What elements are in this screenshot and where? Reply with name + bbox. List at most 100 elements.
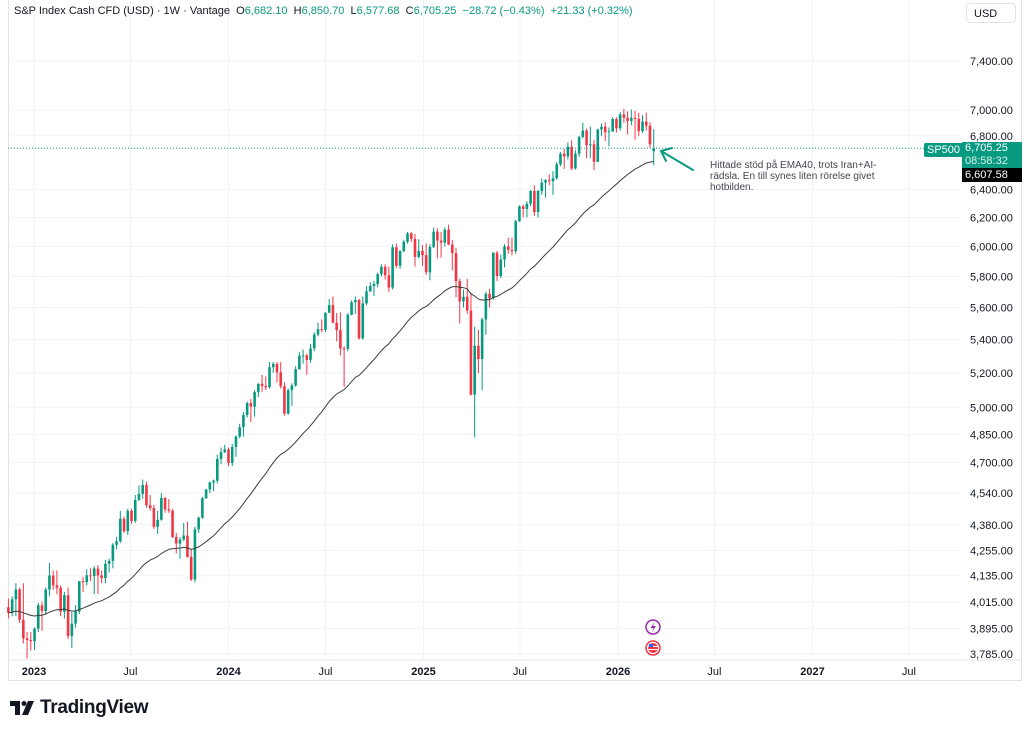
candle-body	[7, 607, 10, 613]
candle-body	[566, 146, 570, 157]
candle	[130, 508, 133, 524]
candle	[174, 532, 178, 554]
candle-body	[339, 330, 342, 349]
candle	[271, 362, 275, 374]
candle	[380, 264, 383, 277]
tradingview-logo[interactable]: TradingView	[10, 697, 149, 719]
candle-body	[33, 628, 36, 642]
candle-body	[167, 509, 171, 511]
candle-body	[589, 144, 592, 146]
event-us-flag-icon[interactable]	[645, 640, 661, 656]
time-tick-label: Jul	[902, 666, 916, 678]
candle-body	[137, 493, 141, 500]
candle	[145, 481, 148, 508]
candle-body	[376, 274, 379, 284]
candle	[525, 201, 529, 218]
last-price-tag: 6,705.25	[962, 142, 1022, 155]
event-lightning-icon[interactable]	[645, 619, 661, 635]
price-tick-label: 3,895.00	[970, 624, 1013, 636]
candle-body	[133, 499, 137, 521]
candle	[163, 496, 167, 513]
candle	[197, 516, 200, 533]
candle-body	[495, 252, 499, 277]
candle	[536, 190, 540, 218]
candle	[286, 388, 290, 415]
candle-body	[305, 355, 309, 360]
candle-body	[596, 129, 600, 162]
close-value: 6,705.25	[413, 5, 457, 17]
candle-body	[559, 153, 562, 165]
candle-body	[160, 497, 163, 520]
candle-body	[395, 247, 398, 266]
candle-body	[111, 544, 115, 561]
candle	[22, 583, 25, 644]
high-label: H	[293, 5, 302, 17]
candle-body	[365, 291, 368, 304]
candle	[652, 129, 656, 166]
candle-body	[458, 281, 462, 302]
candle	[59, 585, 62, 617]
candle-body	[230, 446, 234, 464]
candle-body	[473, 345, 476, 395]
price-tick-label: 4,700.00	[970, 457, 1013, 469]
candle-body	[324, 312, 327, 330]
candle-body	[294, 369, 297, 386]
candle-body	[615, 119, 618, 129]
candle-body	[63, 595, 66, 612]
candle	[342, 346, 346, 387]
candle-body	[81, 581, 85, 583]
time-tick-label: 2024	[216, 666, 241, 678]
candle	[454, 247, 458, 298]
candle-body	[518, 206, 521, 222]
chart-annotation[interactable]: Hittade stöd på EMA40, trots Iran+AI-räd…	[710, 160, 877, 193]
candle-body	[357, 299, 361, 339]
candle	[29, 632, 33, 651]
candle-body	[607, 131, 611, 133]
candle-body	[25, 638, 29, 641]
candle	[320, 319, 324, 333]
candle	[339, 312, 342, 356]
candle	[589, 126, 592, 159]
currency-button[interactable]: USD	[966, 3, 1016, 23]
candle-body	[641, 121, 644, 132]
candle-body	[316, 329, 320, 335]
candle-body	[644, 121, 648, 126]
candle-body	[253, 392, 256, 407]
candle-body	[36, 605, 40, 629]
candle-body	[488, 293, 491, 299]
candle	[18, 587, 21, 623]
candle-body	[581, 130, 585, 137]
price-tick-label: 5,600.00	[970, 302, 1013, 314]
candle	[641, 115, 644, 134]
candle-body	[413, 238, 417, 257]
candle	[555, 162, 559, 180]
price-axis[interactable]: 7,400.00 7,000.00 6,800.00 6,400.00 6,200.00…	[970, 56, 1013, 661]
candle	[596, 128, 600, 163]
candle	[309, 343, 312, 363]
candle	[503, 244, 506, 268]
candle-body	[346, 314, 350, 349]
candle	[458, 278, 462, 324]
candle	[189, 549, 193, 582]
candle-body	[529, 190, 532, 204]
candle-body	[283, 386, 286, 414]
candle	[312, 332, 316, 352]
candle-body	[320, 329, 324, 331]
candle	[551, 170, 555, 195]
symbol-legend[interactable]: S&P Index Cash CFD (USD) · 1W · Vantage …	[14, 5, 633, 17]
open-label: O	[236, 5, 245, 17]
candle	[450, 239, 454, 271]
candle-body	[551, 178, 555, 182]
candle-body	[312, 334, 316, 349]
price-tick-label: 4,380.00	[970, 520, 1013, 532]
time-axis[interactable]: 2023 Jul 2024 Jul 2025 Jul 2026 Jul 2027 Jul	[22, 666, 916, 678]
candle-body	[178, 539, 182, 544]
candle	[204, 489, 208, 499]
candle-body	[424, 255, 428, 273]
candle-body	[633, 117, 637, 119]
candle-body	[506, 246, 510, 250]
candle-body	[227, 449, 230, 464]
candle	[465, 278, 469, 314]
price-tick-label: 3,785.00	[970, 649, 1013, 661]
